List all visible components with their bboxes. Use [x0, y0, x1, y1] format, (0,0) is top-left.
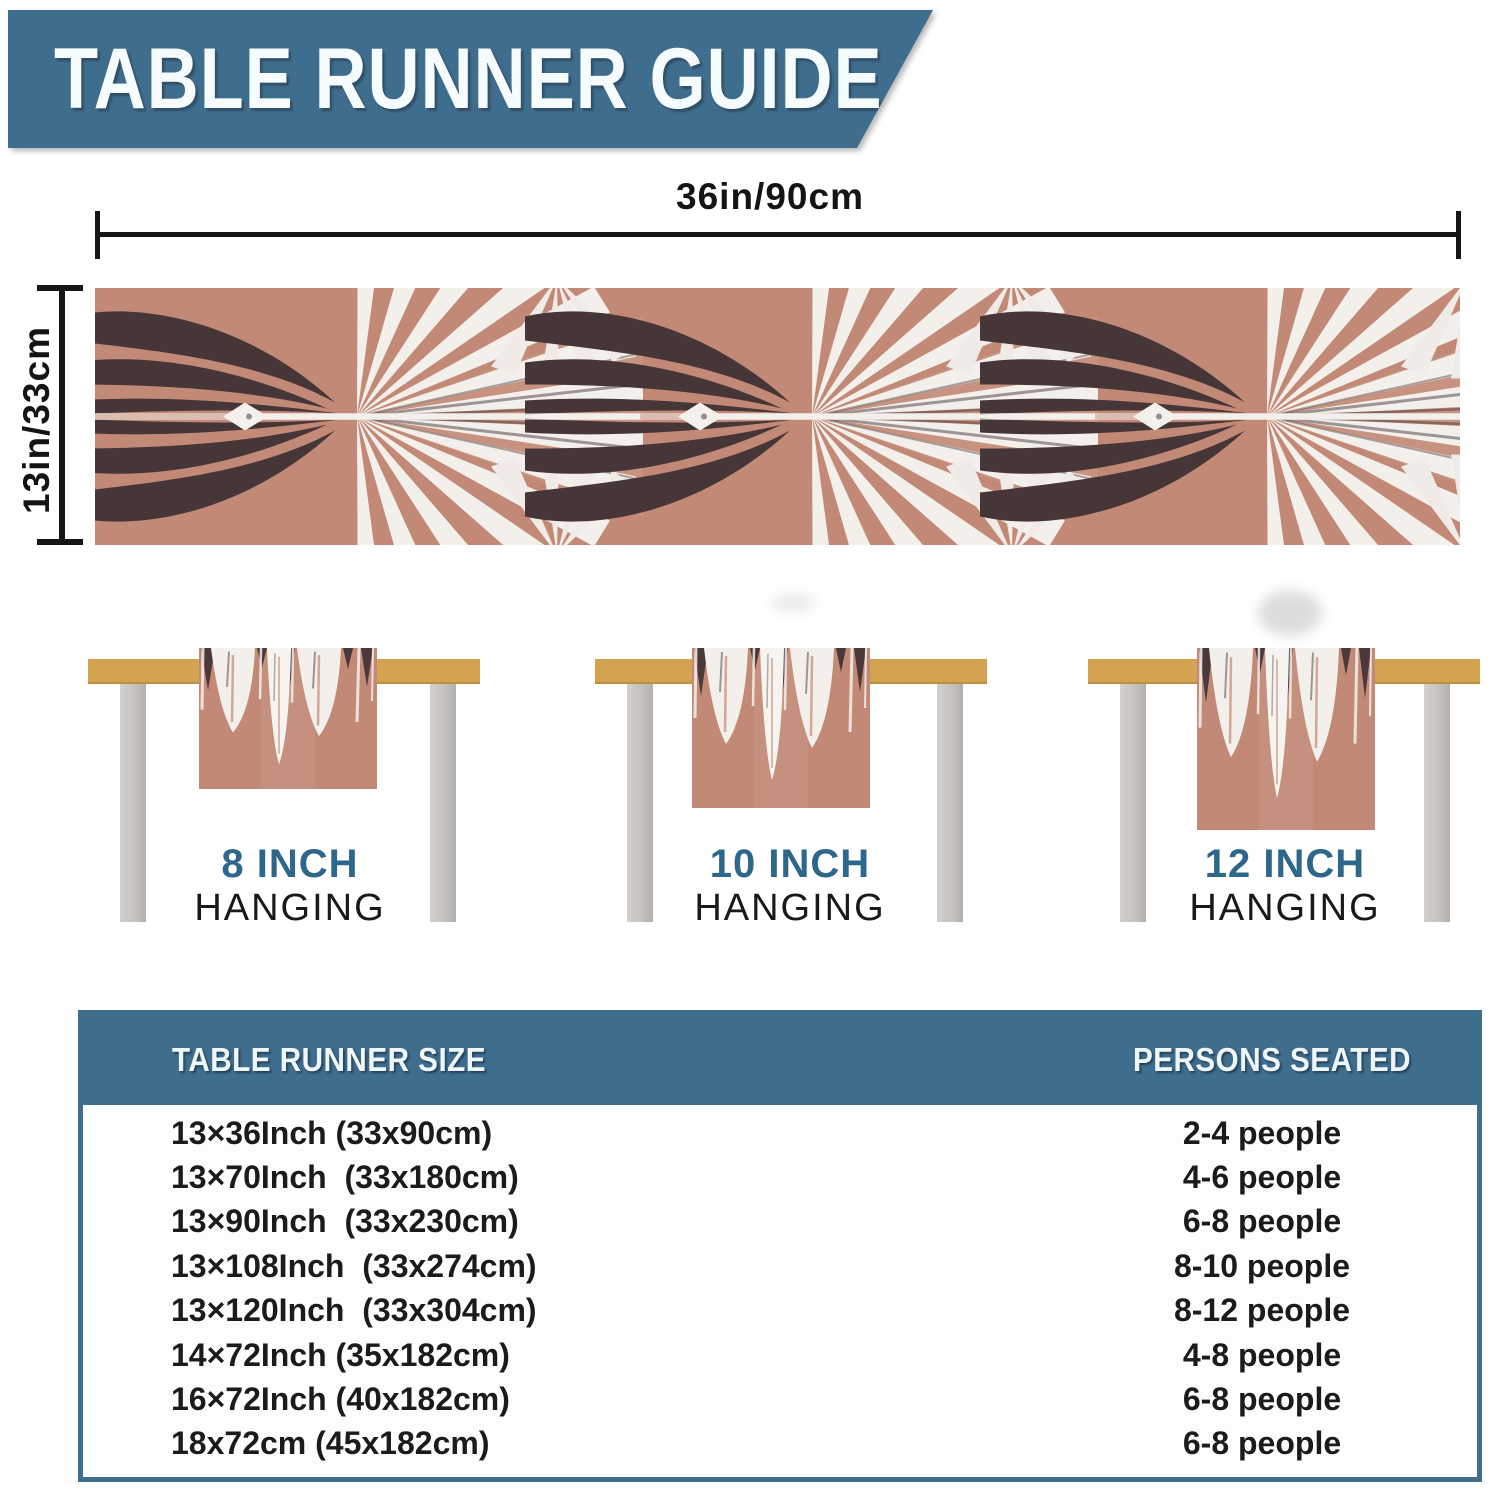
- size-table-body: 13×36Inch (33x90cm) 2-4 people 13×70Inch…: [83, 1105, 1477, 1472]
- row-size: 14×72Inch (35x182cm): [171, 1336, 510, 1373]
- table-leg: [120, 682, 146, 922]
- row-size: 13×36Inch (33x90cm): [171, 1114, 493, 1151]
- header-cell-size: TABLE RUNNER SIZE: [171, 1041, 487, 1078]
- table-leg: [1120, 682, 1146, 922]
- table-leg: [1424, 682, 1450, 922]
- row-persons: 4-6 people: [1182, 1159, 1342, 1196]
- table-row: 16×72Inch (40x182cm) 6-8 people: [83, 1381, 1477, 1418]
- row-size: 13×70Inch (33x180cm): [171, 1159, 519, 1196]
- width-dimension-left-tick: [95, 211, 100, 259]
- row-persons: 6-8 people: [1182, 1425, 1342, 1462]
- table-row: 13×108Inch (33x274cm) 8-10 people: [83, 1248, 1477, 1285]
- size-table-header: TABLE RUNNER SIZE PERSONS SEATED: [83, 1015, 1477, 1105]
- hanging-example-label: 8 INCH HANGING: [160, 842, 420, 930]
- width-dimension-label: 36in/90cm: [676, 176, 864, 217]
- row-size: 13×120Inch (33x304cm): [171, 1292, 537, 1329]
- shadow-smudge: [770, 594, 816, 612]
- table-row: 18x72cm (45x182cm) 6-8 people: [83, 1425, 1477, 1462]
- shadow-smudge: [1258, 590, 1322, 636]
- hanging-example-label: 12 INCH HANGING: [1155, 842, 1415, 930]
- hanging-runner-graphic: [692, 648, 870, 808]
- row-persons: 8-10 people: [1173, 1247, 1351, 1284]
- title-banner: TABLE RUNNER GUIDE: [8, 10, 933, 148]
- hanging-size-text: 8 INCH: [221, 842, 359, 886]
- height-dimension-line: [59, 287, 65, 545]
- hanging-size-text: 10 INCH: [709, 842, 871, 886]
- table-row: 13×120Inch (33x304cm) 8-12 people: [83, 1292, 1477, 1329]
- hanging-example-label: 10 INCH HANGING: [660, 842, 920, 930]
- height-dimension-label: 13in/33cm: [16, 326, 57, 514]
- runner-pattern-graphic: [95, 288, 1460, 545]
- width-dimension-line: [97, 232, 1460, 237]
- row-size: 13×108Inch (33x274cm): [171, 1247, 537, 1284]
- table-leg: [937, 682, 963, 922]
- table-row: 14×72Inch (35x182cm) 4-8 people: [83, 1337, 1477, 1374]
- row-persons: 6-8 people: [1182, 1203, 1342, 1240]
- row-size: 13×90Inch (33x230cm): [171, 1203, 519, 1240]
- height-dimension-top-tick: [37, 285, 83, 291]
- row-persons: 4-8 people: [1182, 1336, 1342, 1373]
- row-persons: 2-4 people: [1182, 1114, 1342, 1151]
- table-row: 13×70Inch (33x180cm) 4-6 people: [83, 1159, 1477, 1196]
- table-row: 13×90Inch (33x230cm) 6-8 people: [83, 1203, 1477, 1240]
- row-size: 18x72cm (45x182cm): [171, 1425, 490, 1462]
- page-title: TABLE RUNNER GUIDE: [54, 30, 883, 127]
- width-dimension-right-tick: [1456, 211, 1461, 259]
- hanging-word-text: HANGING: [194, 887, 386, 929]
- row-persons: 6-8 people: [1182, 1380, 1342, 1417]
- height-dimension-bottom-tick: [37, 539, 83, 545]
- hanging-size-text: 12 INCH: [1204, 842, 1366, 886]
- header-cell-persons: PERSONS SEATED: [1132, 1041, 1412, 1078]
- row-persons: 8-12 people: [1173, 1292, 1351, 1329]
- table-leg: [430, 682, 456, 922]
- table-leg: [627, 682, 653, 922]
- row-size: 16×72Inch (40x182cm): [171, 1380, 510, 1417]
- table-row: 13×36Inch (33x90cm) 2-4 people: [83, 1115, 1477, 1152]
- hanging-runner-graphic: [1197, 648, 1375, 830]
- hanging-word-text: HANGING: [694, 887, 886, 929]
- hanging-runner-graphic: [199, 648, 377, 789]
- hanging-word-text: HANGING: [1189, 887, 1381, 929]
- table-runner-preview: [95, 288, 1460, 545]
- size-table: TABLE RUNNER SIZE PERSONS SEATED 13×36In…: [78, 1010, 1482, 1482]
- title-banner-shape: TABLE RUNNER GUIDE: [8, 10, 933, 148]
